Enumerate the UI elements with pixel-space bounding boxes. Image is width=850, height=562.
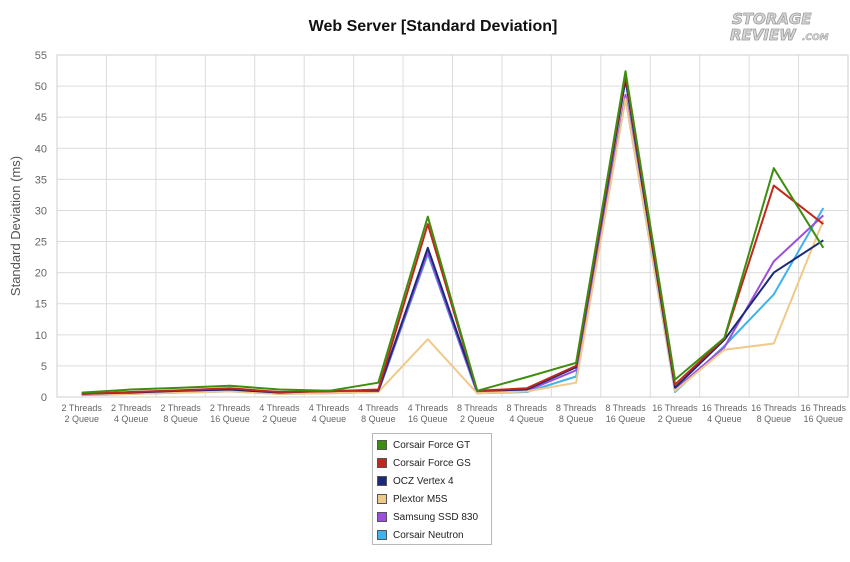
y-tick-label: 55 — [35, 50, 47, 62]
x-tick-label: 8 Threads — [556, 403, 597, 413]
x-tick-label: 4 Queue — [509, 414, 544, 424]
series-line-plextor-m5s — [81, 97, 825, 396]
x-tick-label: 2 Threads — [62, 403, 103, 413]
x-tick-label: 2 Threads — [160, 403, 201, 413]
x-tick-label: 4 Threads — [358, 403, 399, 413]
legend-swatch — [377, 494, 387, 504]
svg-text:.COM: .COM — [802, 33, 829, 43]
x-tick-label: 4 Queue — [114, 414, 149, 424]
x-tick-label: 8 Threads — [457, 403, 498, 413]
x-tick-label: 4 Queue — [707, 414, 742, 424]
chart-title: Web Server [Standard Deviation] — [308, 18, 558, 35]
legend-item: Corsair Neutron — [377, 526, 491, 544]
x-tick-label: 16 Queue — [408, 414, 448, 424]
x-tick-label: 4 Threads — [309, 403, 350, 413]
grid — [56, 54, 849, 398]
x-tick-label: 4 Threads — [408, 403, 449, 413]
y-tick-label: 30 — [35, 205, 47, 217]
series-lines — [81, 70, 825, 397]
svg-text:STORAGE: STORAGE — [732, 10, 812, 28]
legend-item: Corsair Force GT — [377, 436, 491, 454]
storage-review-logo: STORAGE REVIEW .COM — [730, 10, 829, 44]
x-tick-label: 4 Threads — [259, 403, 300, 413]
x-tick-label: 8 Queue — [163, 414, 198, 424]
x-tick-label: 8 Queue — [361, 414, 396, 424]
y-tick-label: 10 — [35, 330, 47, 342]
x-tick-label: 2 Queue — [64, 414, 99, 424]
x-tick-label: 16 Threads — [652, 403, 698, 413]
legend-label: Samsung SSD 830 — [393, 511, 479, 523]
plot-area — [56, 54, 849, 398]
y-tick-label: 0 — [41, 392, 47, 404]
x-tick-label: 8 Threads — [506, 403, 547, 413]
x-tick-label: 8 Threads — [605, 403, 646, 413]
y-tick-label: 40 — [35, 143, 47, 155]
legend-item: Corsair Force GS — [377, 454, 491, 472]
y-tick-label: 5 — [41, 361, 47, 373]
y-tick-label: 25 — [35, 237, 47, 249]
y-tick-label: 15 — [35, 299, 47, 311]
legend-item: Samsung SSD 830 — [377, 508, 491, 526]
legend-swatch — [377, 440, 387, 450]
x-tick-label: 2 Threads — [111, 403, 152, 413]
y-axis-ticks: 0 5 10 15 20 25 30 35 40 45 50 55 — [35, 50, 47, 404]
x-tick-label: 2 Queue — [262, 414, 297, 424]
y-tick-label: 35 — [35, 174, 47, 186]
x-tick-label: 4 Queue — [312, 414, 347, 424]
legend-item: Plextor M5S — [377, 490, 491, 508]
x-tick-label: 2 Threads — [210, 403, 251, 413]
legend-swatch — [377, 512, 387, 522]
legend-swatch — [377, 458, 387, 468]
x-tick-label: 16 Threads — [801, 403, 847, 413]
y-axis-label: Standard Deviation (ms) — [8, 156, 23, 296]
x-tick-label: 16 Queue — [210, 414, 250, 424]
series-line-corsair-force-gs — [81, 73, 824, 395]
x-tick-label: 16 Threads — [702, 403, 748, 413]
legend-label: OCZ Vertex 4 — [393, 475, 454, 487]
legend-swatch — [377, 476, 387, 486]
x-tick-label: 2 Queue — [658, 414, 693, 424]
series-line-corsair-force-gt — [81, 70, 825, 394]
legend-label: Corsair Neutron — [393, 529, 464, 541]
x-tick-label: 16 Queue — [606, 414, 646, 424]
legend-swatch — [377, 530, 387, 540]
legend: Corsair Force GT Corsair Force GS OCZ Vert… — [372, 433, 492, 545]
svg-text:REVIEW: REVIEW — [730, 26, 797, 44]
y-tick-label: 45 — [35, 112, 47, 124]
y-tick-label: 50 — [35, 81, 47, 93]
x-tick-label: 8 Queue — [757, 414, 792, 424]
y-tick-label: 20 — [35, 268, 47, 280]
legend-label: Plextor M5S — [393, 493, 448, 505]
legend-label: Corsair Force GT — [393, 439, 471, 451]
x-tick-label: 16 Queue — [804, 414, 844, 424]
legend-label: Corsair Force GS — [393, 457, 471, 469]
x-tick-label: 2 Queue — [460, 414, 495, 424]
legend-item: OCZ Vertex 4 — [377, 472, 491, 490]
x-tick-label: 16 Threads — [751, 403, 797, 413]
x-tick-label: 8 Queue — [559, 414, 594, 424]
